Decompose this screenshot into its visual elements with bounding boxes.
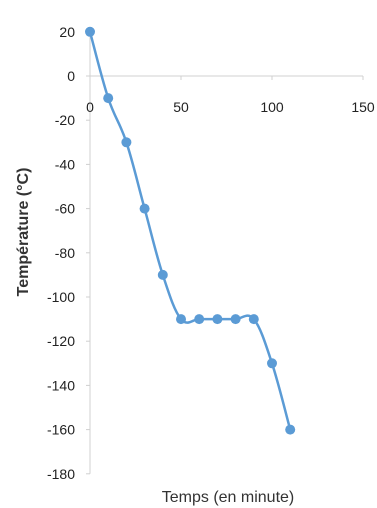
x-axis-title: Temps (en minute) [162, 489, 295, 506]
series-line [88, 30, 292, 431]
data-point [267, 358, 277, 369]
y-tick-label: -100 [47, 289, 75, 305]
y-tick-label: -80 [55, 245, 75, 261]
y-tick-label: -180 [47, 466, 75, 482]
data-point [103, 93, 114, 104]
data-point [212, 314, 223, 325]
y-tick-label: 20 [59, 24, 75, 40]
x-tick-label: 100 [260, 99, 284, 115]
x-tick-label: 0 [86, 99, 94, 115]
series-layer [85, 26, 296, 435]
data-point [285, 424, 296, 435]
data-point [85, 26, 95, 37]
x-tick-label: 50 [173, 99, 189, 115]
x-tick-label: 150 [351, 99, 375, 115]
y-axis-title: Température (°C) [15, 168, 32, 297]
y-tick-label: -140 [47, 377, 75, 393]
data-point [121, 137, 132, 148]
y-tick-label: -20 [55, 112, 75, 128]
data-point [157, 269, 168, 280]
y-tick-label: -120 [47, 333, 75, 349]
data-point [139, 203, 150, 214]
axes [86, 31, 364, 475]
y-tick-label: -60 [55, 201, 75, 217]
data-point [248, 314, 259, 325]
tick-labels: 20 0 -20 -40 -60 -80 -100 -120 -140 -160 -180 0 50 10… [47, 24, 375, 482]
y-tick-label: -160 [47, 422, 75, 438]
y-tick-label: -40 [55, 156, 75, 172]
data-point [194, 314, 205, 325]
y-tick-label: 0 [67, 68, 75, 84]
data-point [176, 314, 186, 325]
data-point [230, 314, 241, 325]
